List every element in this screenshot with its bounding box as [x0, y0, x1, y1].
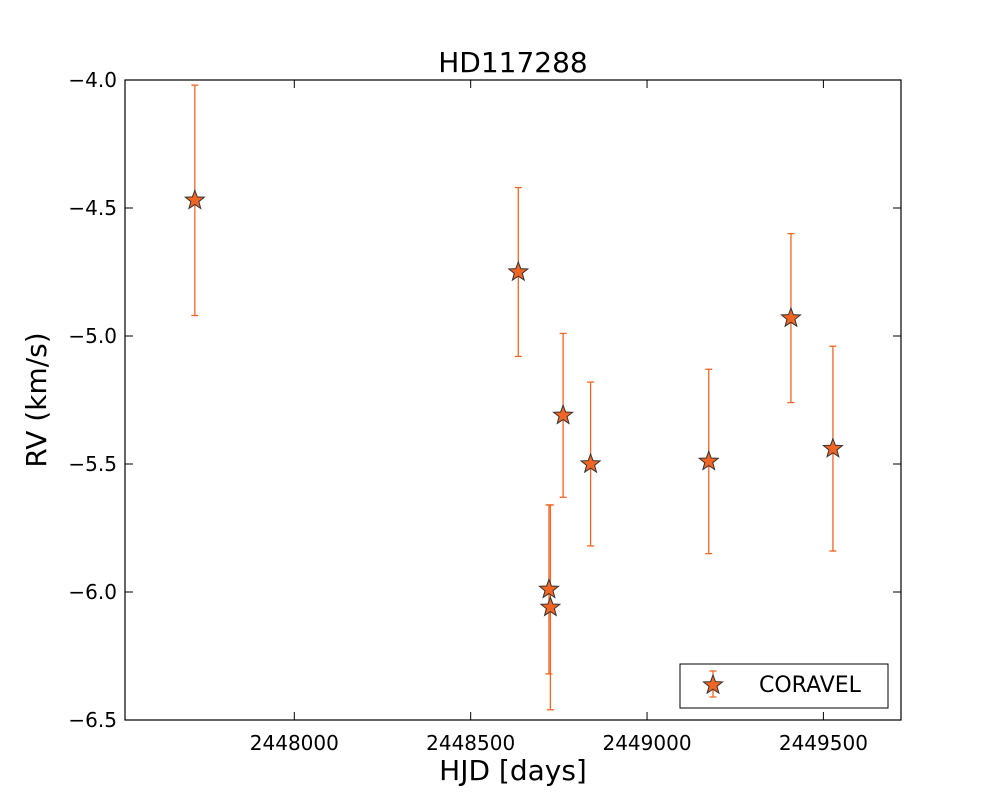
- data-point-star: [697, 450, 720, 471]
- data-point-star: [822, 437, 844, 458]
- data-point-star: [183, 188, 206, 210]
- plot-frame: [124, 79, 902, 721]
- x-axis-label: HJD [days]: [439, 754, 587, 787]
- x-tick-label: 2449500: [779, 731, 868, 755]
- y-tick-label: −4.0: [68, 68, 117, 92]
- x-tick-label: 2448000: [250, 731, 339, 755]
- markers-layer: [183, 188, 844, 617]
- ticks-layer: 2448000 2448500 2449000 2449500 −4.0 −4.5 −5.0…: [68, 68, 901, 755]
- y-tick-label: −5.0: [68, 324, 117, 348]
- legend-star-icon: [702, 673, 724, 695]
- chart-title: HD117288: [438, 46, 588, 79]
- data-point-star: [552, 403, 574, 425]
- data-point-star: [507, 260, 530, 282]
- data-point-star: [539, 595, 562, 617]
- y-tick-label: −5.5: [68, 452, 117, 476]
- x-tick-label: 2449000: [602, 731, 691, 755]
- y-tick-label: −4.5: [68, 196, 117, 220]
- legend-series-label: CORAVEL: [759, 673, 862, 698]
- y-tick-label: −6.5: [68, 708, 117, 732]
- legend: CORAVEL: [679, 663, 889, 709]
- y-tick-label: −6.0: [68, 580, 117, 604]
- data-point-star: [579, 452, 602, 474]
- data-point-star: [780, 306, 802, 328]
- x-tick-label: 2448500: [426, 731, 515, 755]
- data-point-star: [538, 578, 560, 599]
- legend-series-marker: [702, 670, 724, 698]
- y-axis-label: RV (km/s): [20, 332, 53, 467]
